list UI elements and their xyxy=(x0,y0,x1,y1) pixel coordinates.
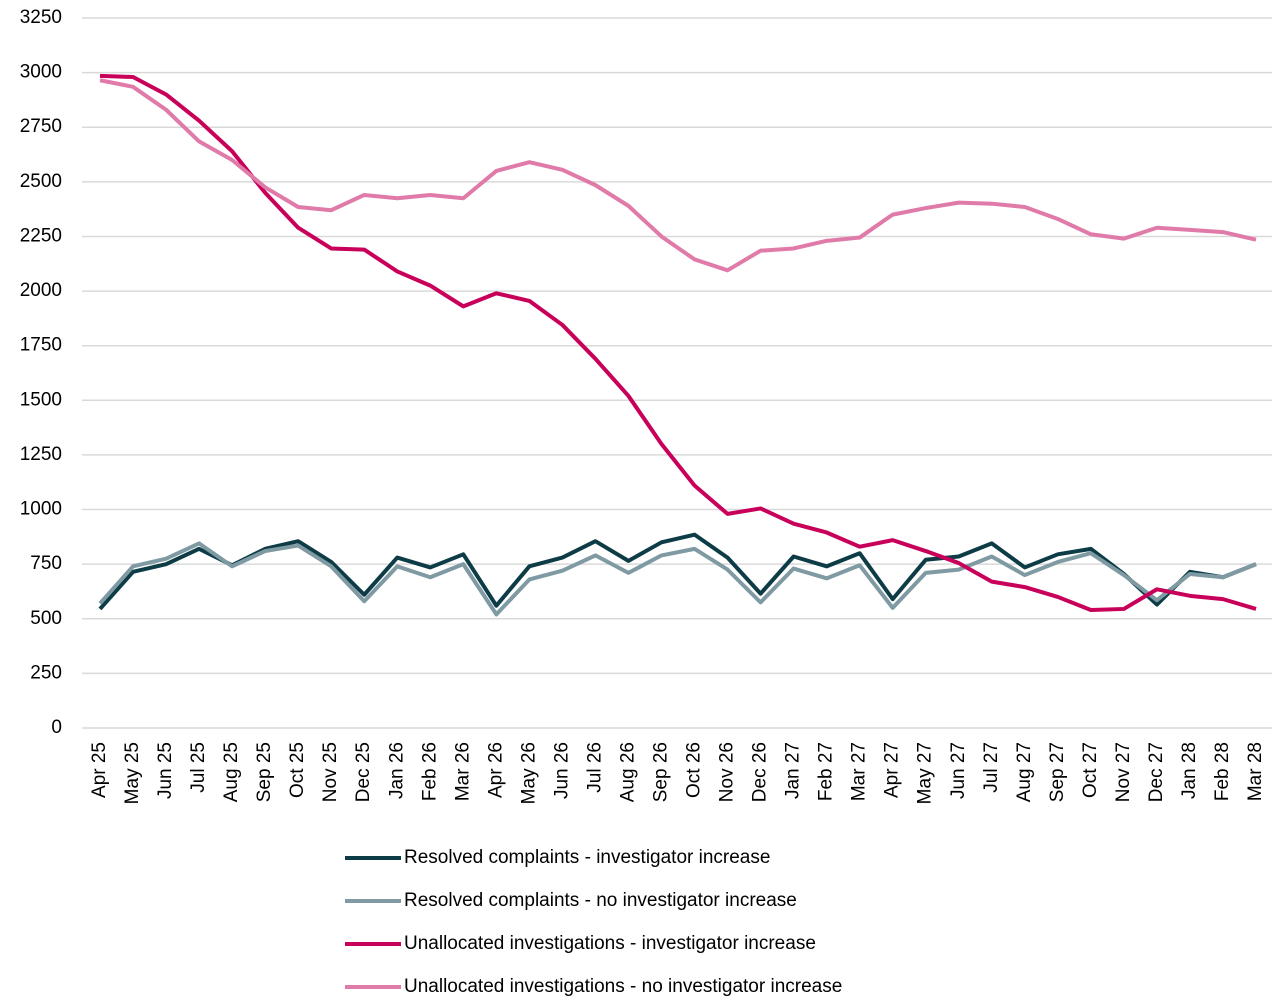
x-tick-label: Dec 27 xyxy=(1146,742,1167,802)
x-tick-label: Oct 25 xyxy=(287,742,308,798)
x-tick-label: Sep 25 xyxy=(254,742,275,802)
series-line xyxy=(99,78,1257,273)
x-tick-label: Dec 26 xyxy=(750,742,771,802)
x-tick-label: Aug 27 xyxy=(1014,742,1035,802)
y-tick-label: 3250 xyxy=(20,7,62,28)
x-tick-label: May 26 xyxy=(518,742,539,804)
x-tick-label: Jul 27 xyxy=(981,742,1002,793)
x-tick-label: Apr 27 xyxy=(882,742,903,798)
y-tick-label: 1750 xyxy=(20,335,62,356)
x-tick-label: Feb 26 xyxy=(419,742,440,801)
x-tick-label: Jun 25 xyxy=(155,742,176,799)
y-tick-label: 250 xyxy=(30,662,62,683)
x-tick-label: Jun 26 xyxy=(551,742,572,799)
x-tick-label: Feb 27 xyxy=(816,742,837,801)
y-tick-label: 3000 xyxy=(20,62,62,83)
x-tick-label: Jul 26 xyxy=(584,742,605,793)
series-line xyxy=(98,532,1257,611)
x-tick-label: Jul 25 xyxy=(188,742,209,793)
x-tick-label: May 25 xyxy=(122,742,143,804)
x-tick-label: Jan 27 xyxy=(783,742,804,799)
x-tick-label: Aug 25 xyxy=(221,742,242,802)
series-line xyxy=(99,73,1257,613)
y-tick-label: 0 xyxy=(51,717,62,738)
x-tick-label: Mar 27 xyxy=(849,742,870,801)
y-tick-label: 1000 xyxy=(20,499,62,520)
y-tick-label: 500 xyxy=(30,608,62,629)
legend-label: Unallocated investigations - investigato… xyxy=(404,933,816,954)
legend-label: Resolved complaints - investigator incre… xyxy=(404,847,770,868)
x-tick-label: Jun 27 xyxy=(948,742,969,799)
x-tick-label: Feb 28 xyxy=(1212,742,1233,801)
y-tick-label: 2000 xyxy=(20,280,62,301)
legend-label: Unallocated investigations - no investig… xyxy=(404,976,842,997)
x-tick-label: Oct 27 xyxy=(1080,742,1101,798)
x-tick-label: Jan 28 xyxy=(1179,742,1200,799)
legend-label: Resolved complaints - no investigator in… xyxy=(404,890,797,911)
x-tick-label: Nov 25 xyxy=(320,742,341,802)
x-tick-label: Sep 26 xyxy=(651,742,672,802)
x-tick-label: Aug 26 xyxy=(617,742,638,802)
y-tick-label: 2500 xyxy=(20,171,62,192)
x-tick-label: Nov 27 xyxy=(1113,742,1134,802)
y-tick-label: 750 xyxy=(30,553,62,574)
x-tick-label: Jan 26 xyxy=(386,742,407,799)
x-tick-label: Mar 28 xyxy=(1245,742,1266,801)
x-tick-label: May 27 xyxy=(915,742,936,804)
y-tick-label: 1250 xyxy=(20,444,62,465)
y-tick-label: 2750 xyxy=(20,116,62,137)
series-line xyxy=(98,541,1257,617)
y-tick-label: 1500 xyxy=(20,389,62,410)
x-tick-label: Apr 26 xyxy=(485,742,506,798)
x-tick-label: Sep 27 xyxy=(1047,742,1068,802)
x-tick-label: Nov 26 xyxy=(717,742,738,802)
x-tick-label: Dec 25 xyxy=(353,742,374,802)
x-tick-label: Apr 25 xyxy=(89,742,110,798)
x-tick-label: Oct 26 xyxy=(684,742,705,798)
y-tick-label: 2250 xyxy=(20,225,62,246)
x-tick-label: Mar 26 xyxy=(452,742,473,801)
